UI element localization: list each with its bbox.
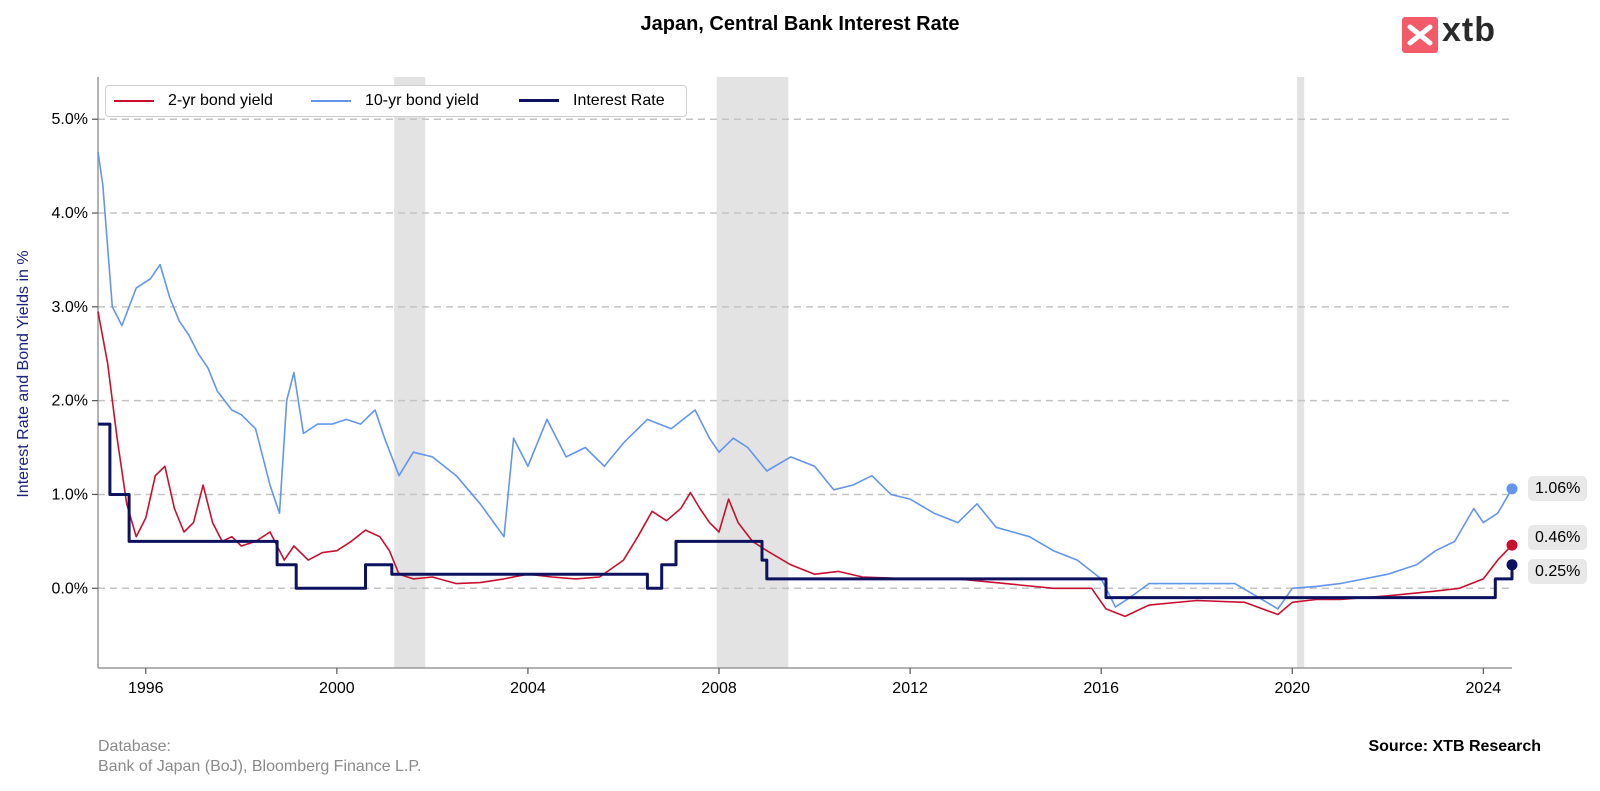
series-line-ten-yr [97, 151, 1513, 610]
database-sources: Bank of Japan (BoJ), Bloomberg Finance L… [98, 758, 422, 775]
legend-swatch-2yr [114, 99, 154, 102]
legend-item-rate: Interest Rate [519, 86, 665, 116]
end-label-2yr: 0.46% [1528, 525, 1588, 550]
x-tick-label: 2016 [1083, 680, 1119, 697]
x-tick-label: 2000 [319, 680, 355, 697]
end-label-rate: 0.25% [1528, 559, 1588, 584]
y-tick-label: 5.0% [52, 111, 88, 128]
legend-item-10yr: 10-yr bond yield [311, 86, 479, 116]
axes [97, 77, 1512, 669]
database-note: Database: Bank of Japan (BoJ), Bloomberg… [98, 737, 421, 777]
recession-band-2 [1297, 77, 1305, 668]
y-tick-label: 4.0% [52, 205, 88, 222]
axis-ticks: 0.0% 1.0% 2.0% 3.0% 4.0% 5.0% 1996 2000 2004 2008… [52, 111, 1502, 697]
y-tick-label: 0.0% [52, 580, 88, 597]
end-label-10yr: 1.06% [1528, 476, 1588, 501]
x-tick-label: 2008 [701, 680, 737, 697]
legend-label-rate: Interest Rate [573, 92, 665, 109]
series-line-two-yr [97, 311, 1513, 618]
xtb-logo-icon [1402, 17, 1438, 53]
x-tick-label: 2020 [1274, 680, 1310, 697]
gridlines [98, 118, 1512, 590]
y-tick-label: 2.0% [52, 393, 88, 410]
xtb-logo-text: xtb [1442, 11, 1496, 49]
database-label: Database: [98, 738, 171, 755]
legend-swatch-10yr [311, 99, 351, 102]
recession-bands [394, 77, 1305, 668]
source-note: Source: XTB Research [1368, 738, 1541, 755]
legend: 2-yr bond yield 10-yr bond yield Interes… [105, 85, 687, 117]
x-tick-label: 2024 [1466, 680, 1502, 697]
legend-swatch-rate [519, 99, 559, 103]
x-tick-label: 1996 [128, 680, 164, 697]
end-marker-rate [1506, 559, 1518, 571]
recession-band-1 [716, 77, 789, 668]
end-marker-two-yr [1506, 539, 1518, 551]
series-line-rate [98, 422, 1514, 600]
x-tick-label: 2012 [892, 680, 928, 697]
end-markers [1506, 483, 1518, 571]
end-marker-ten-yr [1506, 483, 1518, 495]
recession-band-0 [394, 77, 426, 668]
legend-label-10yr: 10-yr bond yield [365, 92, 479, 109]
legend-label-2yr: 2-yr bond yield [168, 92, 273, 109]
y-tick-label: 3.0% [52, 299, 88, 316]
x-tick-label: 2004 [510, 680, 546, 697]
chart-title: Japan, Central Bank Interest Rate [640, 13, 960, 35]
legend-item-2yr: 2-yr bond yield [114, 86, 273, 116]
xtb-logo: xtb [1402, 11, 1522, 53]
y-tick-label: 1.0% [52, 486, 88, 503]
series [97, 151, 1514, 618]
y-axis-label: Interest Rate and Bond Yields in % [15, 250, 32, 498]
